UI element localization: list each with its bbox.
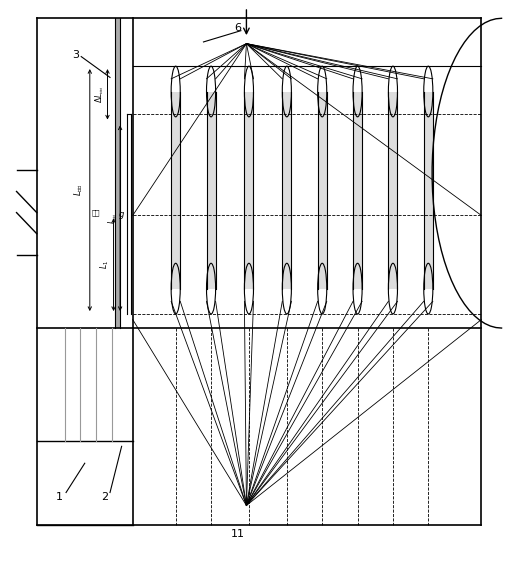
Text: 3: 3 <box>73 50 80 60</box>
Text: $g$: $g$ <box>118 210 124 221</box>
Text: $L_{桩墩}$: $L_{桩墩}$ <box>106 212 117 224</box>
Text: $L_1$: $L_1$ <box>99 260 111 269</box>
Text: $L_{隔墩}$: $L_{隔墩}$ <box>72 184 84 196</box>
Text: 6: 6 <box>234 23 241 33</box>
Text: $\Delta L_{隔墩}$: $\Delta L_{隔墩}$ <box>93 86 105 103</box>
Text: 11: 11 <box>231 529 245 539</box>
Text: 隔墩: 隔墩 <box>92 209 101 216</box>
Text: 2: 2 <box>102 492 109 502</box>
Text: 1: 1 <box>56 492 63 502</box>
